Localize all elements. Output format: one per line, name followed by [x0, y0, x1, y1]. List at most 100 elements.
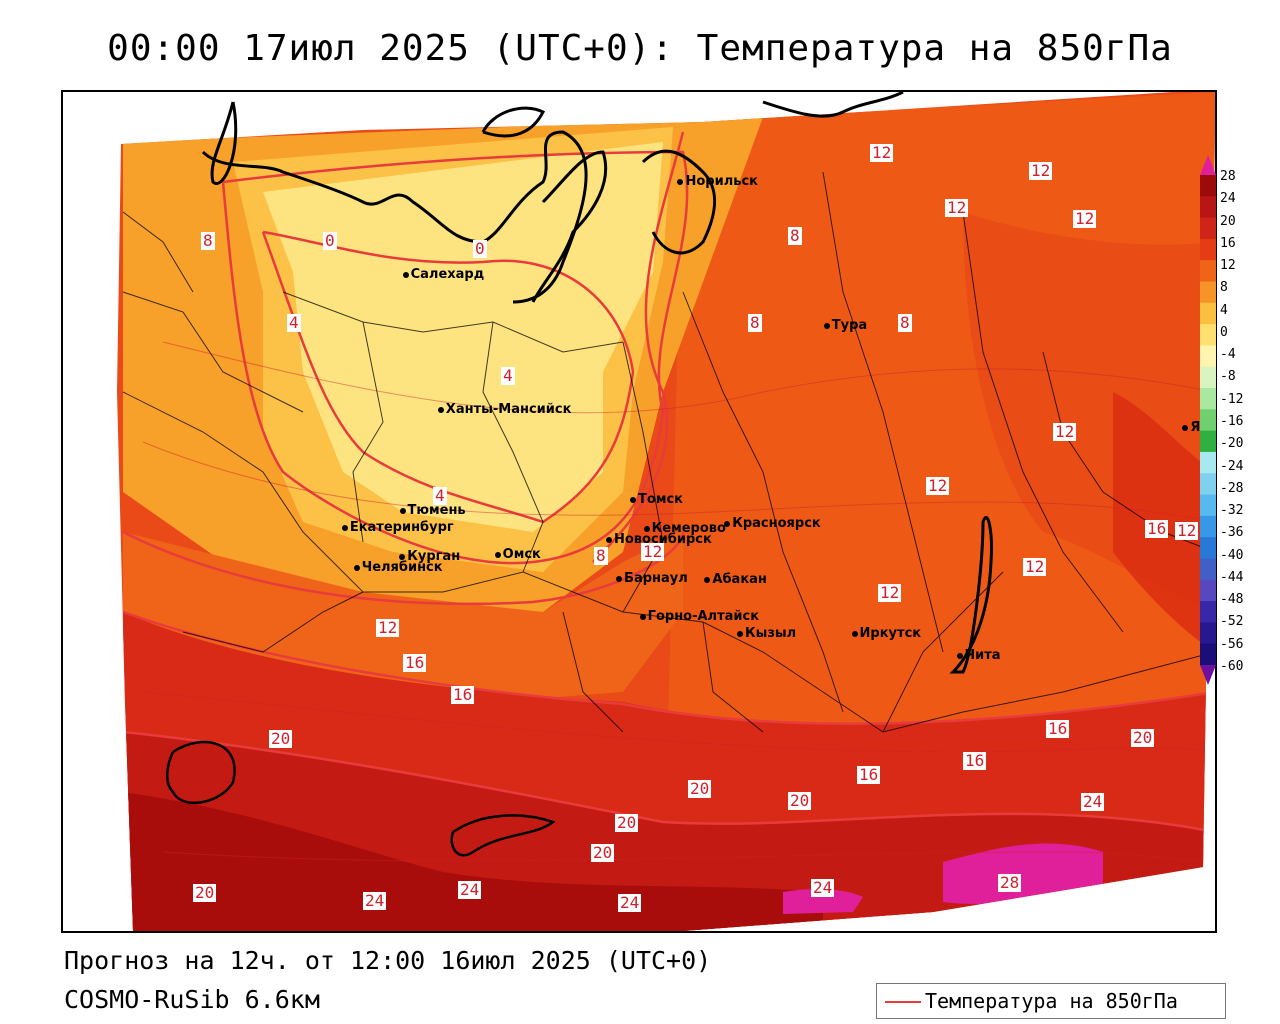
isotherm-value-label: 4	[501, 366, 515, 385]
scale-tick-label: -48	[1220, 592, 1244, 608]
city-label: Екатеринбург	[349, 520, 454, 536]
scale-tick-label: 20	[1220, 213, 1236, 229]
city-marker	[605, 537, 612, 544]
city-marker	[823, 322, 830, 329]
isotherm-value-label: 20	[788, 791, 812, 810]
city-marker	[341, 525, 348, 532]
isotherm-value-label: 12	[1023, 557, 1047, 576]
scale-swatch	[1200, 537, 1216, 559]
isotherm-value-label: 16	[403, 653, 427, 672]
scale-tick-label: 12	[1220, 258, 1236, 274]
city-label: Салехард	[410, 267, 485, 282]
city-label: Барнаул	[624, 571, 688, 587]
isotherm-value-label: 20	[1131, 728, 1155, 747]
scale-tick-label: -56	[1220, 636, 1244, 652]
scale-tick-label: -40	[1220, 547, 1244, 563]
isotherm-value-label: 16	[451, 685, 475, 704]
scale-swatch	[1200, 217, 1216, 240]
scale-swatch	[1200, 238, 1216, 261]
city-marker	[724, 520, 731, 527]
scale-swatch	[1200, 409, 1216, 432]
scale-swatch	[1200, 302, 1216, 325]
scale-tick-label: -36	[1220, 525, 1244, 541]
city-marker	[851, 631, 858, 638]
model-name: COSMO-RuSib 6.6км	[64, 985, 320, 1014]
isotherm-value-label: 20	[615, 813, 639, 832]
scale-tick-label: 16	[1220, 235, 1236, 251]
scale-tick-label: 24	[1220, 191, 1236, 207]
scale-tick-label: -32	[1220, 503, 1244, 519]
isotherm-value-label: 16	[1145, 519, 1169, 538]
map-title: 00:00 17июл 2025 (UTC+0): Температура на…	[107, 28, 1173, 69]
city-label: Красноярск	[732, 515, 821, 531]
isotherm-value-label: 28	[998, 873, 1022, 892]
isotherm-value-label: 8	[748, 313, 762, 332]
isotherm-value-label: 12	[870, 143, 894, 162]
scale-tick-label: -24	[1220, 458, 1244, 474]
isotherm-value-label: 12	[1053, 422, 1077, 441]
city-label: Тура	[831, 317, 868, 333]
scale-swatch	[1200, 473, 1216, 496]
legend-label: Температура на 850гПа	[925, 989, 1178, 1013]
scale-swatch	[1200, 175, 1216, 197]
isotherm-value-label: 8	[898, 313, 912, 332]
city-label: Ханты-Мансийск	[445, 402, 572, 417]
scale-swatch	[1200, 515, 1216, 538]
city-marker	[353, 564, 360, 571]
isotherm-value-label: 12	[926, 476, 950, 495]
city-label: Горно-Алтайск	[647, 608, 760, 624]
scale-swatch	[1200, 260, 1216, 283]
isotherm-value-label: 20	[688, 779, 712, 798]
isotherm-value-label: 24	[618, 893, 642, 912]
admin-boundaries	[122, 171, 1215, 733]
city-label: Омск	[502, 546, 541, 562]
scale-swatch	[1200, 494, 1216, 517]
city-marker	[399, 508, 406, 514]
city-marker	[494, 551, 501, 558]
scale-max-arrow	[1200, 155, 1216, 175]
city-label: Иркутск	[859, 626, 922, 642]
scale-tick-label: 0	[1220, 324, 1228, 340]
isotherm-value-label: 16	[963, 751, 987, 770]
temperature-map	[117, 92, 1215, 931]
scale-swatch	[1200, 281, 1216, 304]
city-label: Кемерово	[651, 520, 726, 536]
scale-min-arrow	[1200, 665, 1216, 685]
isotherm-value-label: 20	[193, 883, 217, 902]
map-panel: НорильскСалехардЯкутскТураХанты-Мансийск…	[61, 90, 1217, 933]
scale-swatch	[1200, 366, 1216, 389]
city-marker	[437, 407, 444, 413]
isotherm-value-label: 8	[788, 226, 802, 245]
city-label: Абакан	[712, 571, 767, 587]
city-marker	[956, 652, 963, 659]
city-marker	[639, 613, 646, 620]
isotherm-value-label: 24	[811, 878, 835, 897]
scale-tick-label: 8	[1220, 280, 1228, 296]
scale-tick-label: -28	[1220, 480, 1244, 496]
temperature-field	[117, 92, 1215, 931]
scale-tick-label: -60	[1220, 659, 1244, 674]
city-label: Новосибирск	[613, 532, 712, 548]
scale-swatch	[1200, 643, 1216, 666]
thin-isotherms	[142, 341, 1215, 863]
scale-swatch	[1200, 622, 1216, 645]
color-scale-bar	[1200, 155, 1216, 685]
scale-tick-label: -20	[1220, 436, 1244, 452]
city-label: Челябинск	[361, 559, 443, 575]
isotherm-value-label: 8	[594, 546, 608, 565]
scale-tick-label: -44	[1220, 569, 1244, 585]
city-marker	[643, 525, 650, 532]
isotherm-value-label: 20	[269, 729, 293, 748]
city-label: Кызыл	[744, 626, 797, 642]
scale-swatch	[1200, 388, 1216, 410]
scale-swatch	[1200, 558, 1216, 581]
isotherm-value-label: 12	[376, 618, 400, 637]
forecast-info: Прогноз на 12ч. от 12:00 16июл 2025 (UTC…	[64, 946, 712, 975]
caspian-aral-coast	[166, 740, 556, 857]
scale-tick-label: 28	[1220, 169, 1236, 184]
scale-tick-label: -4	[1220, 347, 1236, 363]
scale-swatch	[1200, 601, 1216, 623]
isotherm-value-label: 16	[1046, 719, 1070, 738]
scale-tick-label: -16	[1220, 414, 1244, 429]
isotherm-value-label: 12	[641, 542, 665, 561]
